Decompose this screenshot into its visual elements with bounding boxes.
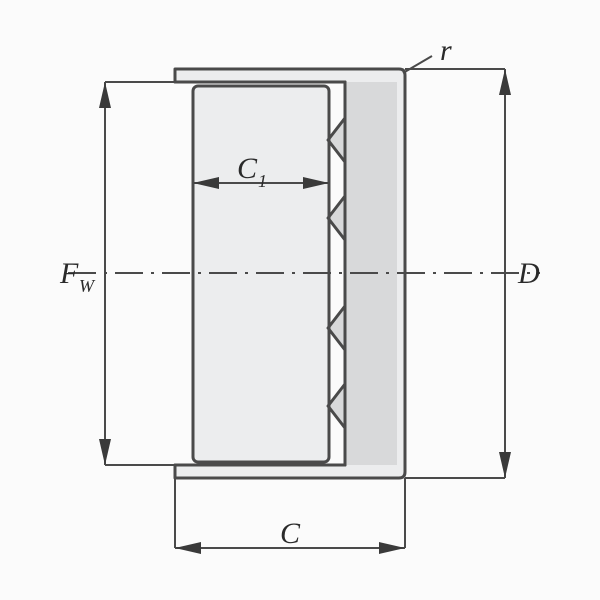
D-label: D	[517, 257, 540, 290]
C-label: C	[280, 517, 301, 550]
Fw-sub: W	[79, 276, 96, 296]
Fw-label: F	[59, 257, 79, 290]
C1-sub: 1	[258, 171, 267, 191]
C1-label: C	[237, 152, 258, 185]
r-label: r	[440, 34, 452, 67]
